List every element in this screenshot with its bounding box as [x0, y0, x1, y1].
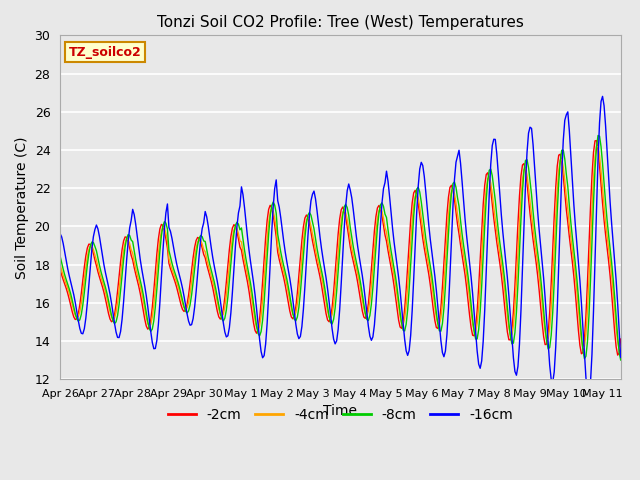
-2cm [606, 273, 614, 279]
-4cm [342, 210, 349, 216]
-16cm [608, 220, 616, 226]
-2cm [614, 352, 621, 358]
-8cm [617, 357, 625, 363]
-2cm [245, 288, 253, 294]
-2cm [148, 304, 156, 310]
-4cm [56, 262, 64, 267]
Line: -2cm: -2cm [60, 141, 621, 355]
-16cm [342, 203, 349, 209]
-4cm [148, 314, 156, 320]
-8cm [127, 237, 135, 243]
-16cm [617, 354, 625, 360]
-8cm [606, 246, 614, 252]
-4cm [127, 247, 135, 252]
-8cm [245, 272, 253, 278]
-2cm [467, 325, 475, 331]
-2cm [127, 252, 135, 258]
Y-axis label: Soil Temperature (C): Soil Temperature (C) [15, 136, 29, 278]
-8cm [342, 202, 349, 207]
-2cm [342, 214, 349, 220]
Line: -4cm: -4cm [60, 146, 621, 349]
-16cm [127, 217, 135, 223]
-2cm [593, 138, 600, 144]
-16cm [148, 340, 156, 346]
-16cm [585, 393, 593, 398]
Text: TZ_soilco2: TZ_soilco2 [68, 46, 141, 59]
-8cm [594, 132, 602, 138]
-4cm [606, 258, 614, 264]
-16cm [56, 231, 64, 237]
-16cm [467, 274, 475, 280]
-4cm [245, 279, 253, 285]
Line: -16cm: -16cm [60, 96, 621, 396]
-2cm [617, 336, 625, 342]
-4cm [615, 346, 623, 352]
-16cm [598, 94, 606, 99]
-8cm [148, 326, 156, 332]
-16cm [245, 247, 253, 253]
-4cm [467, 310, 475, 315]
X-axis label: Time: Time [323, 405, 357, 419]
Legend: -2cm, -4cm, -8cm, -16cm: -2cm, -4cm, -8cm, -16cm [162, 402, 518, 427]
-8cm [56, 253, 64, 259]
-4cm [593, 144, 600, 149]
-8cm [467, 301, 475, 307]
Line: -8cm: -8cm [60, 135, 621, 360]
Title: Tonzi Soil CO2 Profile: Tree (West) Temperatures: Tonzi Soil CO2 Profile: Tree (West) Temp… [157, 15, 524, 30]
-4cm [617, 344, 625, 349]
-2cm [56, 266, 64, 272]
